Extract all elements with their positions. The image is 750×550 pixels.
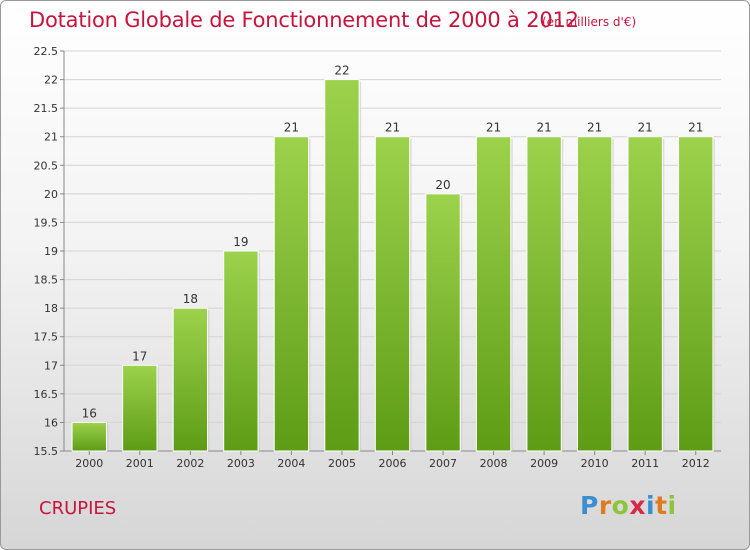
bar-value-label: 16	[82, 406, 97, 420]
y-tick-label: 18	[44, 302, 58, 315]
y-tick-label: 22	[44, 74, 58, 87]
x-tick-label: 2012	[682, 457, 710, 470]
bar	[475, 136, 512, 452]
y-tick-label: 21.5	[34, 102, 59, 115]
x-tick-label: 2007	[429, 457, 457, 470]
bar	[273, 136, 310, 452]
bar	[526, 136, 562, 452]
bar-value-label: 21	[385, 121, 400, 135]
bar-value-label: 21	[536, 121, 551, 135]
x-tick-label: 2008	[480, 457, 508, 470]
y-tick-label: 22.5	[34, 45, 59, 58]
bar-value-label: 21	[486, 121, 501, 135]
bar-value-label: 21	[638, 121, 653, 135]
x-tick-label: 2000	[75, 457, 103, 470]
bar	[122, 364, 158, 452]
bar	[627, 136, 663, 452]
chart-title: Dotation Globale de Fonctionnement de 20…	[29, 8, 579, 32]
y-tick-label: 16	[44, 416, 58, 429]
x-tick-label: 2002	[176, 457, 204, 470]
x-tick-label: 2009	[530, 457, 558, 470]
y-tick-label: 17.5	[34, 331, 59, 344]
bar	[374, 136, 411, 452]
x-tick-label: 2011	[631, 457, 659, 470]
y-tick-label: 19.5	[34, 216, 59, 229]
bar-value-label: 21	[587, 121, 602, 135]
bar-value-label: 20	[435, 178, 450, 192]
bar-value-label: 22	[334, 64, 349, 78]
x-tick-label: 2006	[379, 457, 407, 470]
bar-value-label: 17	[132, 349, 147, 363]
x-tick-label: 2001	[126, 457, 154, 470]
bar-value-label: 21	[284, 121, 299, 135]
x-tick-label: 2005	[328, 457, 356, 470]
y-tick-label: 17	[44, 359, 58, 372]
x-tick-label: 2004	[277, 457, 305, 470]
bar	[223, 250, 259, 452]
bar-value-label: 19	[233, 235, 248, 249]
bar	[172, 307, 209, 452]
y-tick-label: 20.5	[34, 159, 59, 172]
y-tick-label: 15.5	[34, 445, 59, 458]
chart-subtitle: (en milliers d'€)	[542, 15, 637, 29]
bar	[678, 136, 714, 452]
bar	[324, 79, 360, 452]
bar	[71, 421, 107, 452]
y-tick-label: 20	[44, 188, 58, 201]
y-tick-label: 18.5	[34, 274, 59, 287]
bar	[576, 136, 613, 452]
bar-value-label: 21	[688, 121, 703, 135]
y-tick-label: 21	[44, 131, 58, 144]
y-tick-label: 16.5	[34, 388, 59, 401]
place-name: CRUPIES	[39, 498, 117, 519]
bar-value-label: 18	[183, 292, 198, 306]
x-tick-label: 2003	[227, 457, 255, 470]
bar	[425, 193, 461, 452]
y-tick-label: 19	[44, 245, 58, 258]
proxiti-logo[interactable]: Proxiti	[580, 491, 677, 520]
x-tick-label: 2010	[581, 457, 609, 470]
